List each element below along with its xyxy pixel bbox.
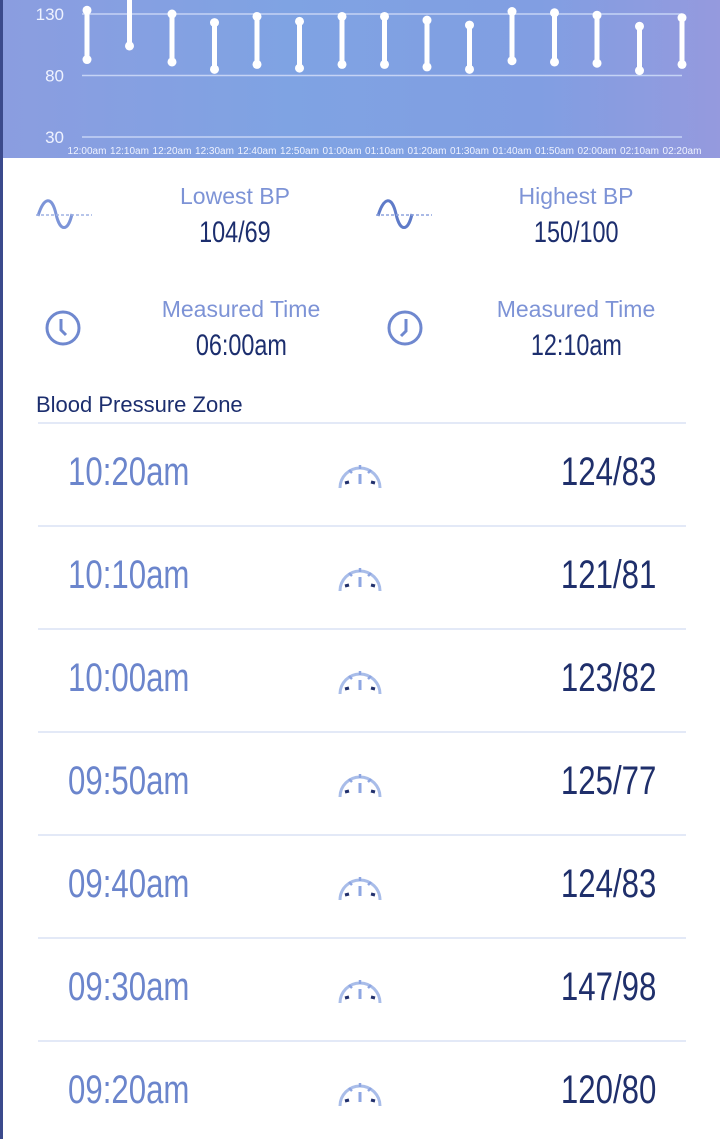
bp-chart-svg: 30 80 130 12:00am 12:10am 12:20am 12:30am 12:40… [36,0,702,157]
systolic-point [550,8,559,18]
list-item[interactable]: 09:20am 120/80 [38,1040,686,1144]
highest-bp-value: 150/100 [533,216,619,249]
highest-measured-time: Measured Time 12:10am [466,296,686,363]
x-tick-label: 12:50am [280,146,319,157]
diastolic-point [167,57,177,67]
lowest-bp-label: Lowest BP [180,183,290,209]
systolic-point [635,21,644,31]
row-time: 09:30am [68,965,190,1009]
diastolic-point [252,59,262,69]
row-time: 09:40am [68,862,190,906]
x-tick-label: 12:10am [110,146,149,157]
gauge-icon [338,568,382,592]
systolic-point [167,9,177,19]
clock-icon [387,310,423,346]
gauge-icon [338,465,382,489]
x-tick-label: 02:10am [620,146,659,157]
systolic-point [210,18,219,28]
systolic-point [507,7,517,17]
x-tick-label: 01:40am [493,146,532,157]
systolic-point [677,13,687,23]
x-tick-label: 12:00am [68,146,107,157]
lowest-measured-time: Measured Time 06:00am [131,296,351,363]
sine-wave-icon [36,199,92,229]
systolic-point [465,20,474,30]
diastolic-point [635,66,644,76]
systolic-point [380,11,389,21]
diastolic-point [465,64,474,74]
zone-title: Blood Pressure Zone [36,392,243,417]
diastolic-point [125,41,134,51]
diastolic-point [507,56,517,66]
systolic-point [295,16,304,26]
list-item[interactable]: 10:20am 124/83 [38,422,686,526]
systolic-point [422,15,432,25]
diastolic-point [592,58,602,68]
diastolic-point [82,55,92,65]
left-edge [0,0,3,1139]
list-item[interactable]: 09:30am 147/98 [38,937,686,1041]
x-tick-label: 12:20am [153,146,192,157]
list-item[interactable]: 10:00am 123/82 [38,628,686,732]
y-tick-label: 130 [36,5,64,24]
gauge-icon [338,774,382,798]
highest-time-label: Measured Time [496,296,656,322]
systolic-point [337,11,347,21]
clock-icon [45,310,81,346]
row-value: 120/80 [560,1068,656,1112]
x-tick-label: 12:40am [238,146,277,157]
highest-time-value: 12:10am [530,329,622,362]
diastolic-point [295,63,304,73]
diastolic-point [550,57,559,67]
row-value: 124/83 [560,862,656,906]
highest-bp-label: Highest BP [518,183,634,209]
x-tick-label: 01:50am [535,146,574,157]
x-tick-label: 02:20am [663,146,702,157]
diastolic-point [210,64,219,74]
list-item[interactable]: 10:10am 121/81 [38,525,686,629]
list-item[interactable]: 09:40am 124/83 [38,834,686,938]
diastolic-point [337,59,347,69]
row-value: 147/98 [560,965,656,1009]
x-tick-label: 01:30am [450,146,489,157]
y-tick-label: 30 [45,128,64,147]
diastolic-point [422,62,432,72]
x-tick-label: 01:20am [408,146,447,157]
row-value: 125/77 [560,759,656,803]
row-time: 09:20am [68,1068,190,1112]
lowest-time-value: 06:00am [195,329,287,362]
bp-chart: 30 80 130 12:00am 12:10am 12:20am 12:30am 12:40… [0,0,720,158]
x-tick-label: 12:30am [195,146,234,157]
x-tick-label: 02:00am [578,146,617,157]
row-value: 121/81 [560,553,656,597]
diastolic-point [380,59,389,69]
row-value: 124/83 [560,450,656,494]
systolic-point [82,5,92,15]
row-time: 10:10am [68,553,190,597]
row-time: 10:20am [68,450,190,494]
lowest-time-label: Measured Time [161,296,321,322]
x-tick-label: 01:00am [323,146,362,157]
lowest-bp: Lowest BP 104/69 [125,183,345,250]
y-tick-label: 80 [45,67,64,86]
row-value: 123/82 [560,656,656,700]
list-item[interactable]: 09:50am 125/77 [38,731,686,835]
sine-wave-icon [376,199,432,229]
systolic-point [252,11,262,21]
row-time: 10:00am [68,656,190,700]
gauge-icon [338,877,382,901]
x-tick-label: 01:10am [365,146,404,157]
diastolic-point [677,59,687,69]
row-time: 09:50am [68,759,190,803]
gauge-icon [338,980,382,1004]
highest-bp: Highest BP 150/100 [466,183,686,250]
gauge-icon [338,671,382,695]
gauge-icon [338,1083,382,1107]
lowest-bp-value: 104/69 [199,216,271,249]
systolic-point [592,10,602,20]
